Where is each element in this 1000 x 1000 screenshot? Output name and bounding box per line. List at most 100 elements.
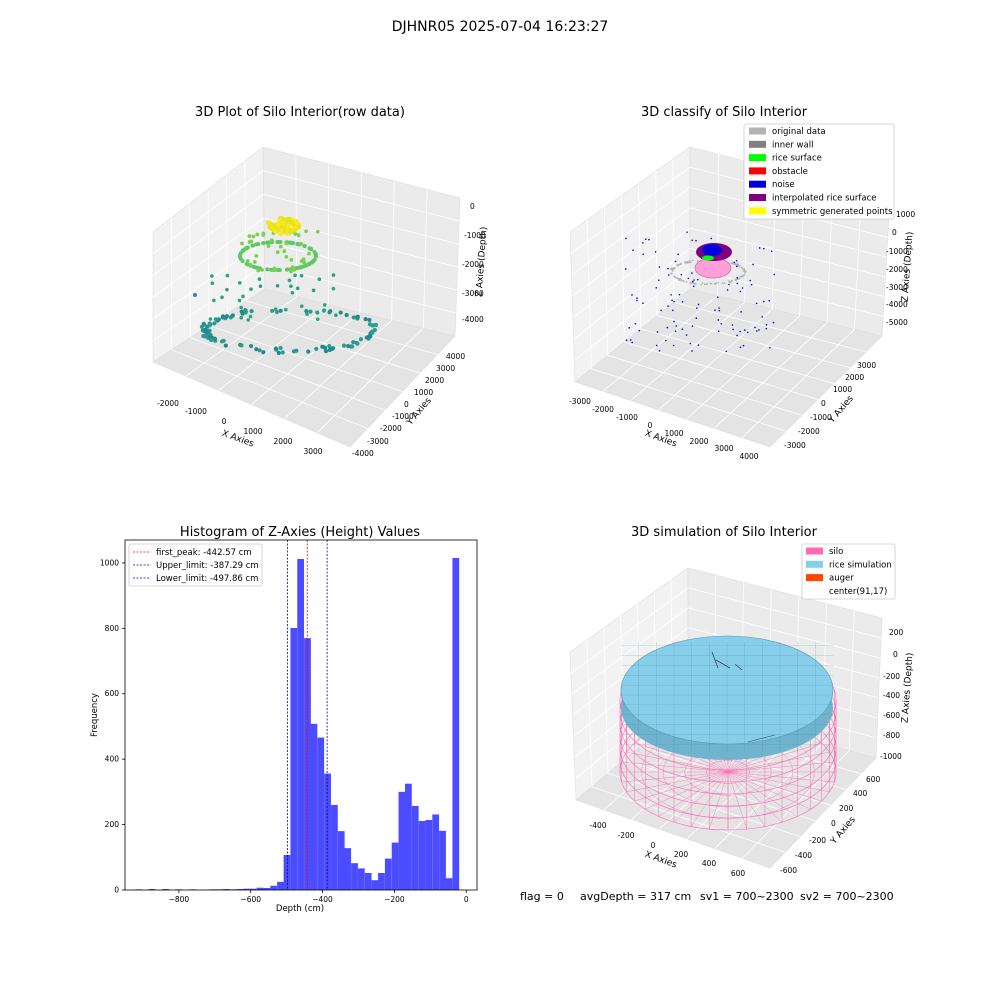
scatter-point (237, 298, 242, 303)
scatter-point (741, 267, 744, 270)
silo-floor-spoke (634, 742, 729, 773)
panel2-z-ticks: 1000 0 -1000 -2000 -3000 -4000 -5000 (886, 210, 915, 327)
hist-bar (432, 814, 440, 890)
scatter-point (330, 346, 335, 351)
scatter-point (209, 337, 214, 342)
legend-label: obstacle (772, 167, 808, 177)
scatter-point (739, 290, 742, 293)
scatter-point (752, 263, 754, 266)
scatter-point (304, 229, 308, 233)
scatter-point (280, 350, 285, 355)
hist-bar (357, 868, 365, 890)
hist-bar (263, 888, 271, 890)
hist-xlabel: Depth (cm) (276, 904, 324, 914)
y-tick-label: 600 (105, 689, 120, 698)
hist-x-ticks: −800 −600 −400 −200 0 (169, 890, 469, 904)
legend-label: noise (772, 180, 795, 190)
scatter-point (768, 299, 771, 302)
gridline (603, 627, 609, 774)
hist-bar (445, 878, 453, 890)
panel2-xtick: 0 (648, 421, 653, 430)
scatter-point (742, 270, 745, 272)
scatter-point (681, 328, 684, 331)
scatter-point (631, 341, 634, 344)
hist-bar (310, 723, 318, 890)
scatter-point (716, 296, 719, 299)
footer-sv2: sv2 = 700~2300 (800, 890, 894, 903)
panel2-xtick: -1000 (616, 413, 638, 422)
panel3-ztick: 200 (889, 628, 904, 637)
scatter-point (658, 350, 661, 352)
panel2-ztick: 1000 (896, 210, 915, 219)
panel2-ylabel: Y Axies (827, 394, 856, 426)
panel3-auger (711, 651, 776, 743)
panel2-rice-surface (702, 255, 714, 261)
panel2-x-ticks: -3000 -2000 -1000 0 1000 2000 3000 4000 (569, 397, 759, 461)
silo-floor-spoke (727, 771, 766, 827)
panel2-ztick: -1000 (886, 247, 908, 256)
panel1-zlabel: Z Axies (Depth) (475, 226, 490, 297)
panel2-xtick: 1000 (664, 429, 683, 438)
panel3-ytick: -600 (780, 866, 797, 875)
panel1-ztick: -1000 (464, 231, 486, 240)
scatter-point (685, 334, 688, 336)
scatter-point (240, 241, 244, 246)
scatter-point (334, 313, 338, 318)
scatter-point (737, 277, 740, 280)
silo-floor-spoke (690, 771, 729, 827)
gridline (742, 750, 850, 859)
scatter-point (241, 294, 245, 299)
panel1-xtick: 1000 (243, 427, 262, 436)
scatter-point (272, 267, 277, 272)
legend-swatch (806, 547, 823, 555)
scatter-point (667, 305, 669, 307)
scatter-point (758, 329, 760, 331)
panel2-ytick: 3000 (857, 361, 876, 370)
scatter-point (276, 240, 281, 245)
silo-floor-spoke (621, 771, 729, 783)
silo-floor-spoke (727, 761, 835, 773)
scatter-point (282, 217, 288, 222)
scatter-point (737, 263, 740, 266)
scatter-point (309, 247, 314, 252)
scatter-point (756, 330, 758, 332)
legend-swatch (749, 194, 766, 201)
footer-avg-depth: avgDepth = 317 cm (580, 890, 691, 903)
x-tick-label: 0 (464, 895, 469, 904)
legend-label: Upper_limit: -387.29 cm (156, 561, 259, 571)
panel1-z-ticks: 0 -1000 -2000 -3000 -4000 (462, 202, 486, 324)
legend-label: interpolated rice surface (772, 194, 877, 204)
scatter-point (248, 262, 253, 267)
silo-floor-ring (706, 760, 750, 784)
legend-label: inner wall (772, 140, 813, 150)
scatter-point (278, 308, 283, 313)
scatter-point (299, 259, 304, 264)
scatter-point (307, 261, 312, 266)
panel3-xtick: -200 (617, 831, 634, 840)
scatter-point (732, 328, 734, 331)
hist-bar (222, 889, 230, 890)
panel2-ytick: 1000 (833, 385, 852, 394)
hist-bar (351, 863, 358, 890)
scatter-point (239, 315, 244, 320)
scatter-point (328, 309, 333, 314)
scatter-point (732, 263, 735, 265)
panel3-ytick: 0 (831, 819, 836, 828)
scatter-point (658, 266, 661, 268)
scatter-point (296, 233, 301, 238)
scatter-point (313, 252, 318, 257)
scatter-point (772, 321, 775, 324)
silo-floor-spoke (626, 771, 729, 793)
scatter-point (288, 240, 293, 245)
scatter-point (685, 281, 688, 283)
scatter-point (245, 259, 250, 263)
scatter-point (733, 261, 736, 264)
scatter-point (265, 240, 270, 245)
scatter-point (212, 336, 217, 341)
scatter-point (666, 326, 669, 329)
scatter-point (239, 305, 244, 310)
silo-floor-spoke (673, 771, 729, 823)
panel3-ztick: -400 (883, 691, 900, 700)
scatter-point (638, 329, 641, 332)
hist-bar (405, 783, 412, 890)
